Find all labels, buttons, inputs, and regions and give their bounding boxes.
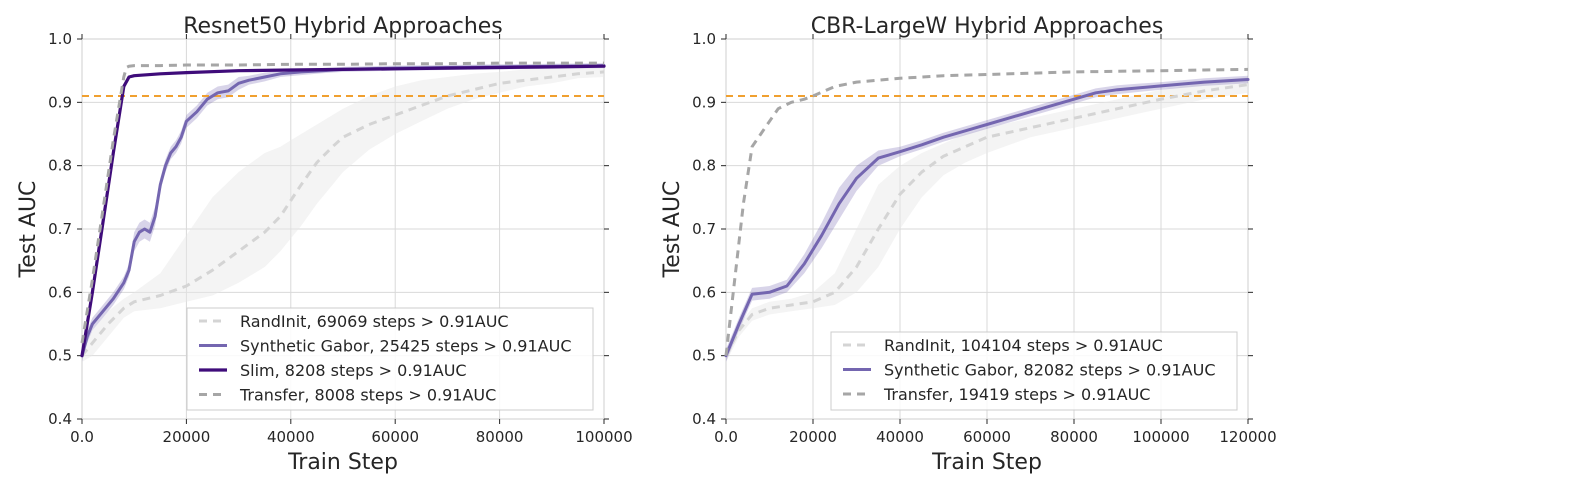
- y-tick-label: 1.0: [692, 30, 716, 48]
- chart-title: CBR-LargeW Hybrid Approaches: [811, 14, 1164, 39]
- legend-entry: RandInit, 104104 steps > 0.91AUC: [884, 336, 1163, 355]
- chart-panel-2: 0.0 20000 40000 60000 80000 100000 120000 0.4 0.…: [660, 14, 1277, 475]
- x-tick-label: 120000: [1219, 428, 1276, 446]
- y-tick-label: 0.7: [48, 220, 72, 238]
- y-tick-label: 0.5: [48, 347, 72, 365]
- x-tick-label: 80000: [476, 428, 524, 446]
- y-tick-label: 0.7: [692, 220, 716, 238]
- y-axis-label: Test AUC: [16, 181, 41, 279]
- y-tick-label: 0.8: [692, 157, 716, 175]
- chart-title: Resnet50 Hybrid Approaches: [183, 14, 503, 39]
- legend: RandInit, 69069 steps > 0.91AUC Synthetic…: [186, 307, 594, 411]
- chart-panel-1: 0.0 20000 40000 60000 80000 100000 0.4 0.5 0.6 0.…: [16, 14, 633, 475]
- series-line-2: [724, 78, 1250, 358]
- y-tick-label: 0.4: [48, 410, 72, 428]
- legend-entry: Synthetic Gabor, 25425 steps > 0.91AUC: [240, 337, 571, 356]
- legend-entry: Transfer, 8008 steps > 0.91AUC: [239, 386, 496, 405]
- y-tick-label: 0.9: [692, 93, 716, 111]
- x-tick-label: 60000: [371, 428, 419, 446]
- x-axis-label: Train Step: [287, 450, 398, 475]
- legend: RandInit, 104104 steps > 0.91AUC Syntheti…: [830, 331, 1238, 411]
- x-tick-label: 100000: [1132, 428, 1189, 446]
- y-tick-label: 1.0: [48, 30, 72, 48]
- series-band-1: [82, 65, 604, 362]
- y-axis-label: Test AUC: [660, 181, 685, 279]
- y-tick-label: 0.5: [692, 347, 716, 365]
- series-line-4: [80, 61, 604, 344]
- x-tick-label: 0.0: [70, 428, 94, 446]
- x-tick-label: 60000: [963, 428, 1011, 446]
- x-tick-label: 100000: [575, 428, 632, 446]
- legend-entry: Slim, 8208 steps > 0.91AUC: [240, 361, 467, 380]
- series-line-1: [724, 83, 1249, 357]
- y-tick-label: 0.4: [692, 410, 716, 428]
- x-axis-label: Train Step: [931, 450, 1042, 475]
- series-line-1: [80, 70, 605, 357]
- y-tick-label: 0.9: [48, 93, 72, 111]
- series-line-3: [80, 64, 606, 358]
- x-tick-label: 40000: [876, 428, 924, 446]
- y-tick-label: 0.6: [48, 283, 72, 301]
- legend-box: [186, 307, 594, 411]
- x-tick-label: 80000: [1050, 428, 1098, 446]
- x-tick-label: 20000: [163, 428, 211, 446]
- y-tick-label: 0.6: [692, 283, 716, 301]
- series-line-3: [724, 67, 1249, 356]
- y-tick-label: 0.8: [48, 157, 72, 175]
- legend-box: [830, 331, 1238, 411]
- x-tick-label: 40000: [267, 428, 315, 446]
- legend-entry: RandInit, 69069 steps > 0.91AUC: [240, 312, 509, 331]
- x-tick-label: 0.0: [714, 428, 738, 446]
- legend-entry: Transfer, 19419 steps > 0.91AUC: [883, 385, 1150, 404]
- series-band-1: [726, 77, 1248, 362]
- legend-entry: Synthetic Gabor, 82082 steps > 0.91AUC: [884, 361, 1215, 380]
- x-tick-label: 20000: [789, 428, 837, 446]
